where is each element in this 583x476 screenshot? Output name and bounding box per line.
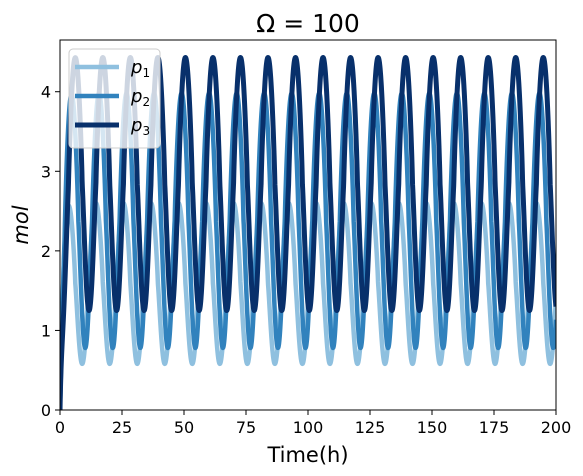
x-tick-label: 125 xyxy=(355,418,386,437)
x-tick-label: 200 xyxy=(541,418,572,437)
y-tick-label: 2 xyxy=(41,242,51,261)
x-tick-label: 25 xyxy=(112,418,132,437)
y-tick-label: 1 xyxy=(41,321,51,340)
x-tick-label: 100 xyxy=(293,418,324,437)
series-line-p3 xyxy=(60,55,556,410)
x-tick-label: 75 xyxy=(236,418,256,437)
series-line-p2 xyxy=(60,91,556,410)
chart-title: Ω = 100 xyxy=(256,9,360,38)
x-tick-label: 50 xyxy=(174,418,194,437)
legend: p1 p2 p3 xyxy=(68,48,161,149)
legend-label-p1: p1 xyxy=(130,57,150,80)
legend-label-p2: p2 xyxy=(130,86,150,109)
x-tick-label: 175 xyxy=(479,418,510,437)
x-tick-label: 150 xyxy=(417,418,448,437)
y-tick-label: 4 xyxy=(41,83,51,102)
y-tick-label: 3 xyxy=(41,162,51,181)
x-tick-label: 0 xyxy=(55,418,65,437)
y-axis-title: mol xyxy=(9,205,33,244)
y-tick-label: 0 xyxy=(41,401,51,420)
x-axis-title: Time(h) xyxy=(266,443,348,467)
legend-label-p3: p3 xyxy=(130,115,150,138)
